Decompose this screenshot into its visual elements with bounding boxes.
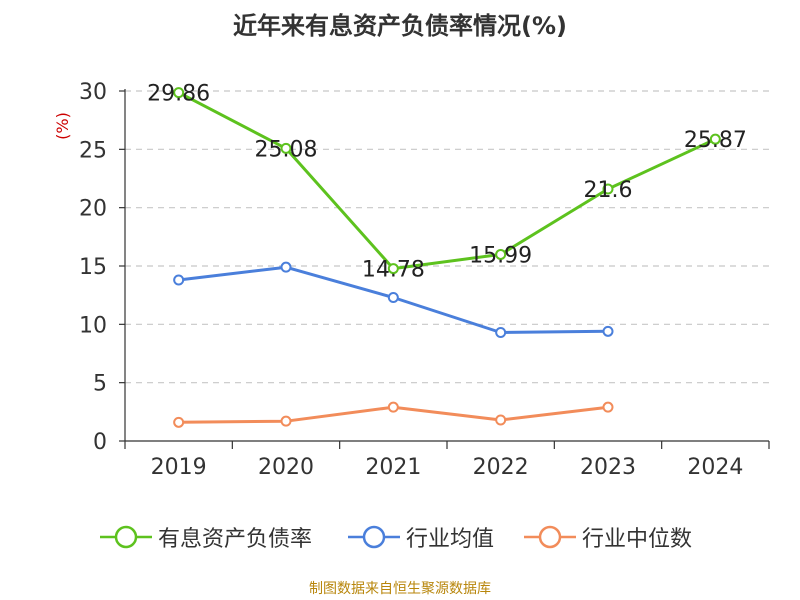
data-point [602,183,614,195]
x-tick-label: 2023 [580,455,636,480]
data-label: 25.08 [255,137,318,162]
data-point [387,401,399,413]
data-point [495,414,507,426]
legend-item-series-2[interactable]: 行业中位数 [524,520,692,554]
y-tick-label: 5 [93,372,107,397]
y-tick-label: 30 [79,80,107,105]
series-line-0 [178,91,716,271]
data-point [173,87,185,99]
data-point [173,274,185,286]
y-axis-label: (%) [53,112,72,140]
data-point [495,327,507,338]
legend-line-circle-icon [348,525,400,549]
data-point [280,142,292,154]
data-point [709,133,721,145]
legend-line-circle-icon [100,525,152,549]
x-tick-label: 2019 [151,455,207,480]
x-tick-label: 2024 [687,455,743,480]
data-point [173,416,185,428]
legend-line-circle-icon [524,525,576,549]
data-label: 21.6 [584,178,633,203]
legend-label: 行业均值 [406,527,495,552]
source-note: 制图数据来自恒生聚源数据库 [309,581,491,597]
data-label: 14.78 [362,258,425,283]
data-label: 15.99 [469,243,532,268]
data-point [387,292,399,303]
legend-label: 行业中位数 [582,527,693,552]
chart-legend: 有息资产负债率 行业均值 行业中位数 [0,520,800,554]
legend-item-series-0[interactable]: 有息资产负债率 [100,520,312,554]
data-point [387,263,399,275]
data-label: 25.87 [684,128,747,153]
x-tick-label: 2022 [473,455,529,480]
y-tick-label: 25 [79,138,107,163]
legend-label: 有息资产负债率 [158,527,313,552]
data-label: 29.86 [147,82,210,107]
data-point [495,248,507,260]
legend-item-series-1[interactable]: 行业均值 [348,520,494,554]
y-tick-label: 15 [79,255,107,280]
data-point [602,325,614,337]
x-tick-label: 2020 [258,455,314,480]
data-point [280,261,292,273]
x-tick-label: 2021 [365,455,421,480]
y-tick-label: 10 [79,313,107,338]
y-tick-label: 20 [79,197,107,222]
data-point [602,401,614,413]
chart-title: 近年来有息资产负债率情况(%) [233,12,567,40]
y-tick-label: 0 [93,430,107,455]
data-point [280,415,292,427]
